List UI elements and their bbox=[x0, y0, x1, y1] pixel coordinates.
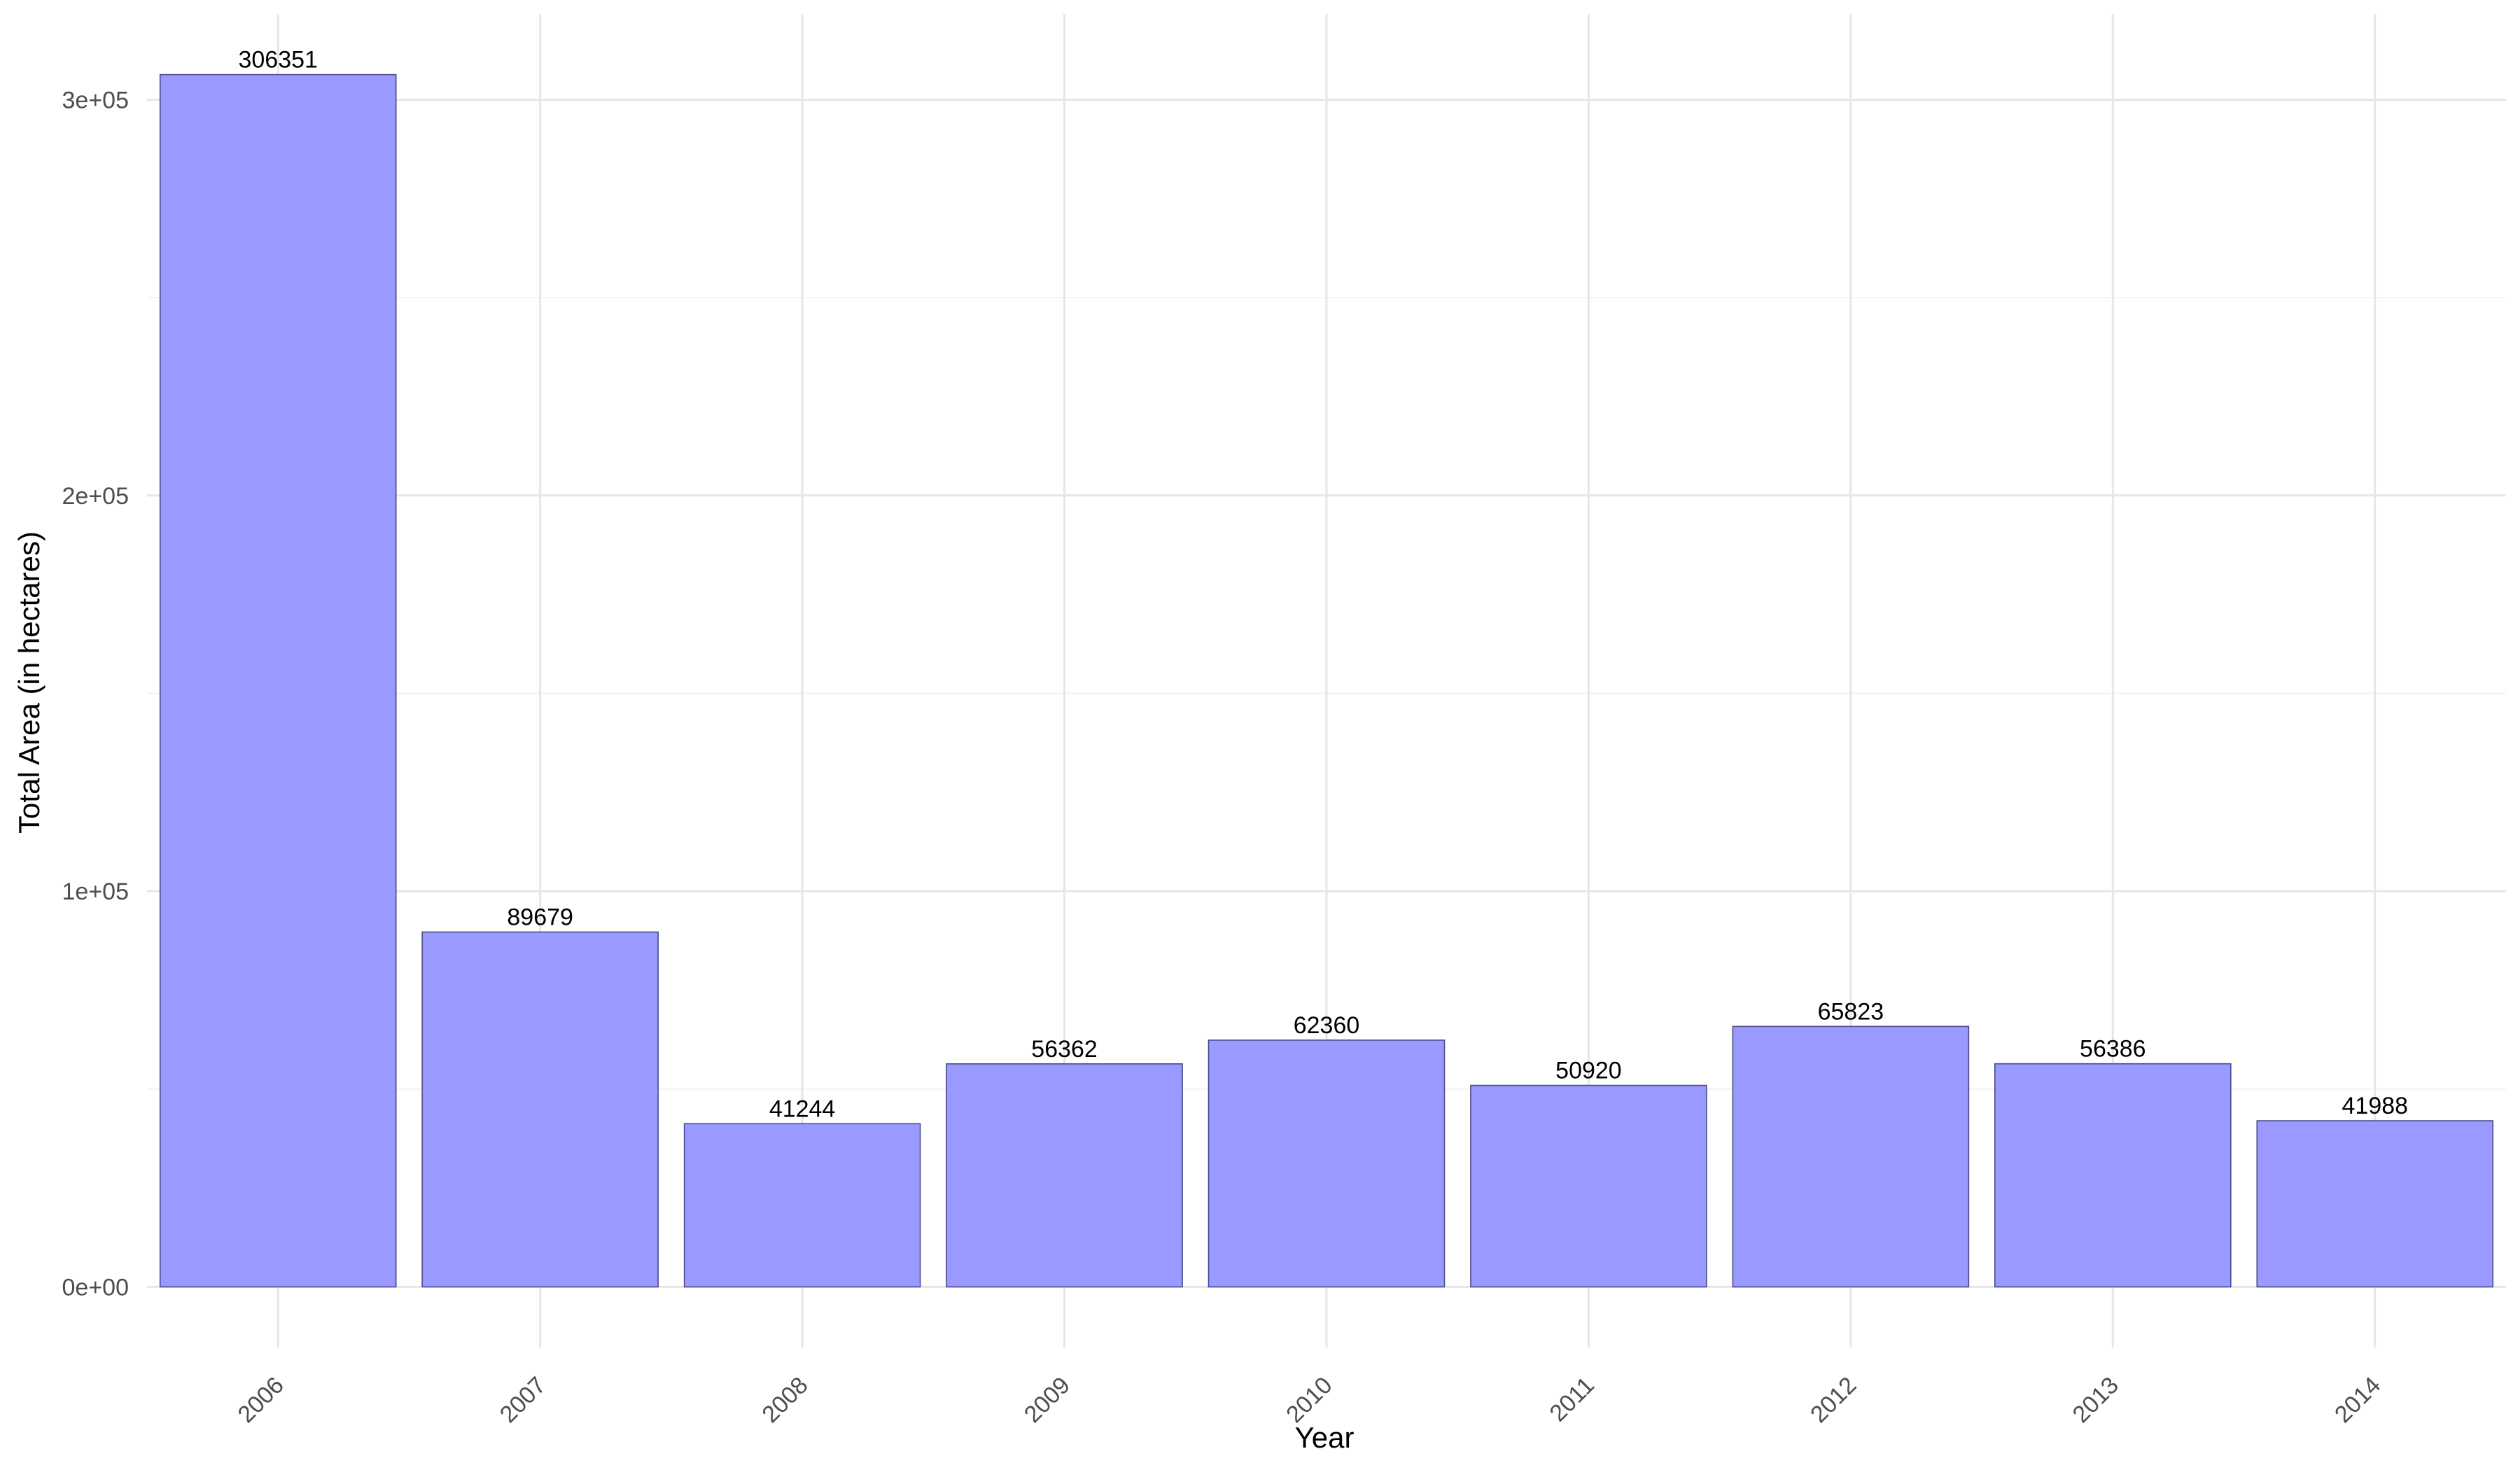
x-axis-ticks: 2006 2007 2008 2009 2010 2011 2012 2013 2014 bbox=[233, 1372, 2386, 1428]
data-label-2011: 50920 bbox=[1555, 1058, 1622, 1084]
x-tick-label-2014: 2014 bbox=[2330, 1372, 2386, 1428]
bar-2010 bbox=[1208, 1040, 1446, 1288]
y-axis-title: Total Area (in hectares) bbox=[13, 531, 46, 834]
bars bbox=[159, 74, 2494, 1288]
x-tick-label-2012: 2012 bbox=[1805, 1372, 1861, 1428]
data-label-2014: 41988 bbox=[2342, 1093, 2409, 1119]
x-tick-label-2008: 2008 bbox=[757, 1372, 813, 1428]
data-label-2012: 65823 bbox=[1818, 998, 1884, 1025]
x-tick-label-2006: 2006 bbox=[233, 1372, 289, 1428]
bar-2008 bbox=[683, 1123, 921, 1288]
x-tick-label-2011: 2011 bbox=[1545, 1372, 1600, 1427]
data-label-2008: 41244 bbox=[769, 1096, 836, 1122]
data-label-2010: 62360 bbox=[1294, 1012, 1360, 1039]
x-axis-title: Year bbox=[1295, 1421, 1354, 1454]
bar-2012 bbox=[1732, 1026, 1970, 1288]
bar-2009 bbox=[946, 1063, 1183, 1288]
y-axis-ticks: 0e+00 1e+05 2e+05 3e+05 bbox=[62, 87, 130, 1301]
bar-2011 bbox=[1470, 1084, 1707, 1288]
y-tick-label: 0e+00 bbox=[62, 1274, 130, 1301]
bar-2007 bbox=[421, 931, 659, 1288]
x-tick-label-2009: 2009 bbox=[1019, 1372, 1075, 1428]
y-tick-label: 3e+05 bbox=[62, 87, 130, 113]
data-label-2013: 56386 bbox=[2080, 1036, 2146, 1063]
data-label-2009: 56362 bbox=[1031, 1036, 1098, 1063]
bar-2013 bbox=[1994, 1063, 2232, 1288]
bar-2014 bbox=[2256, 1120, 2494, 1288]
x-tick-label-2007: 2007 bbox=[495, 1372, 551, 1428]
data-labels: 306351 89679 41244 56362 62360 50920 65823 5638… bbox=[238, 47, 2408, 1123]
data-label-2006: 306351 bbox=[238, 47, 317, 74]
y-tick-label: 1e+05 bbox=[62, 878, 130, 905]
x-tick-label-2010: 2010 bbox=[1281, 1372, 1337, 1428]
data-label-2007: 89679 bbox=[507, 904, 573, 930]
x-tick-label-2013: 2013 bbox=[2068, 1372, 2124, 1428]
y-tick-label: 2e+05 bbox=[62, 483, 130, 510]
bar-2006 bbox=[159, 74, 397, 1288]
